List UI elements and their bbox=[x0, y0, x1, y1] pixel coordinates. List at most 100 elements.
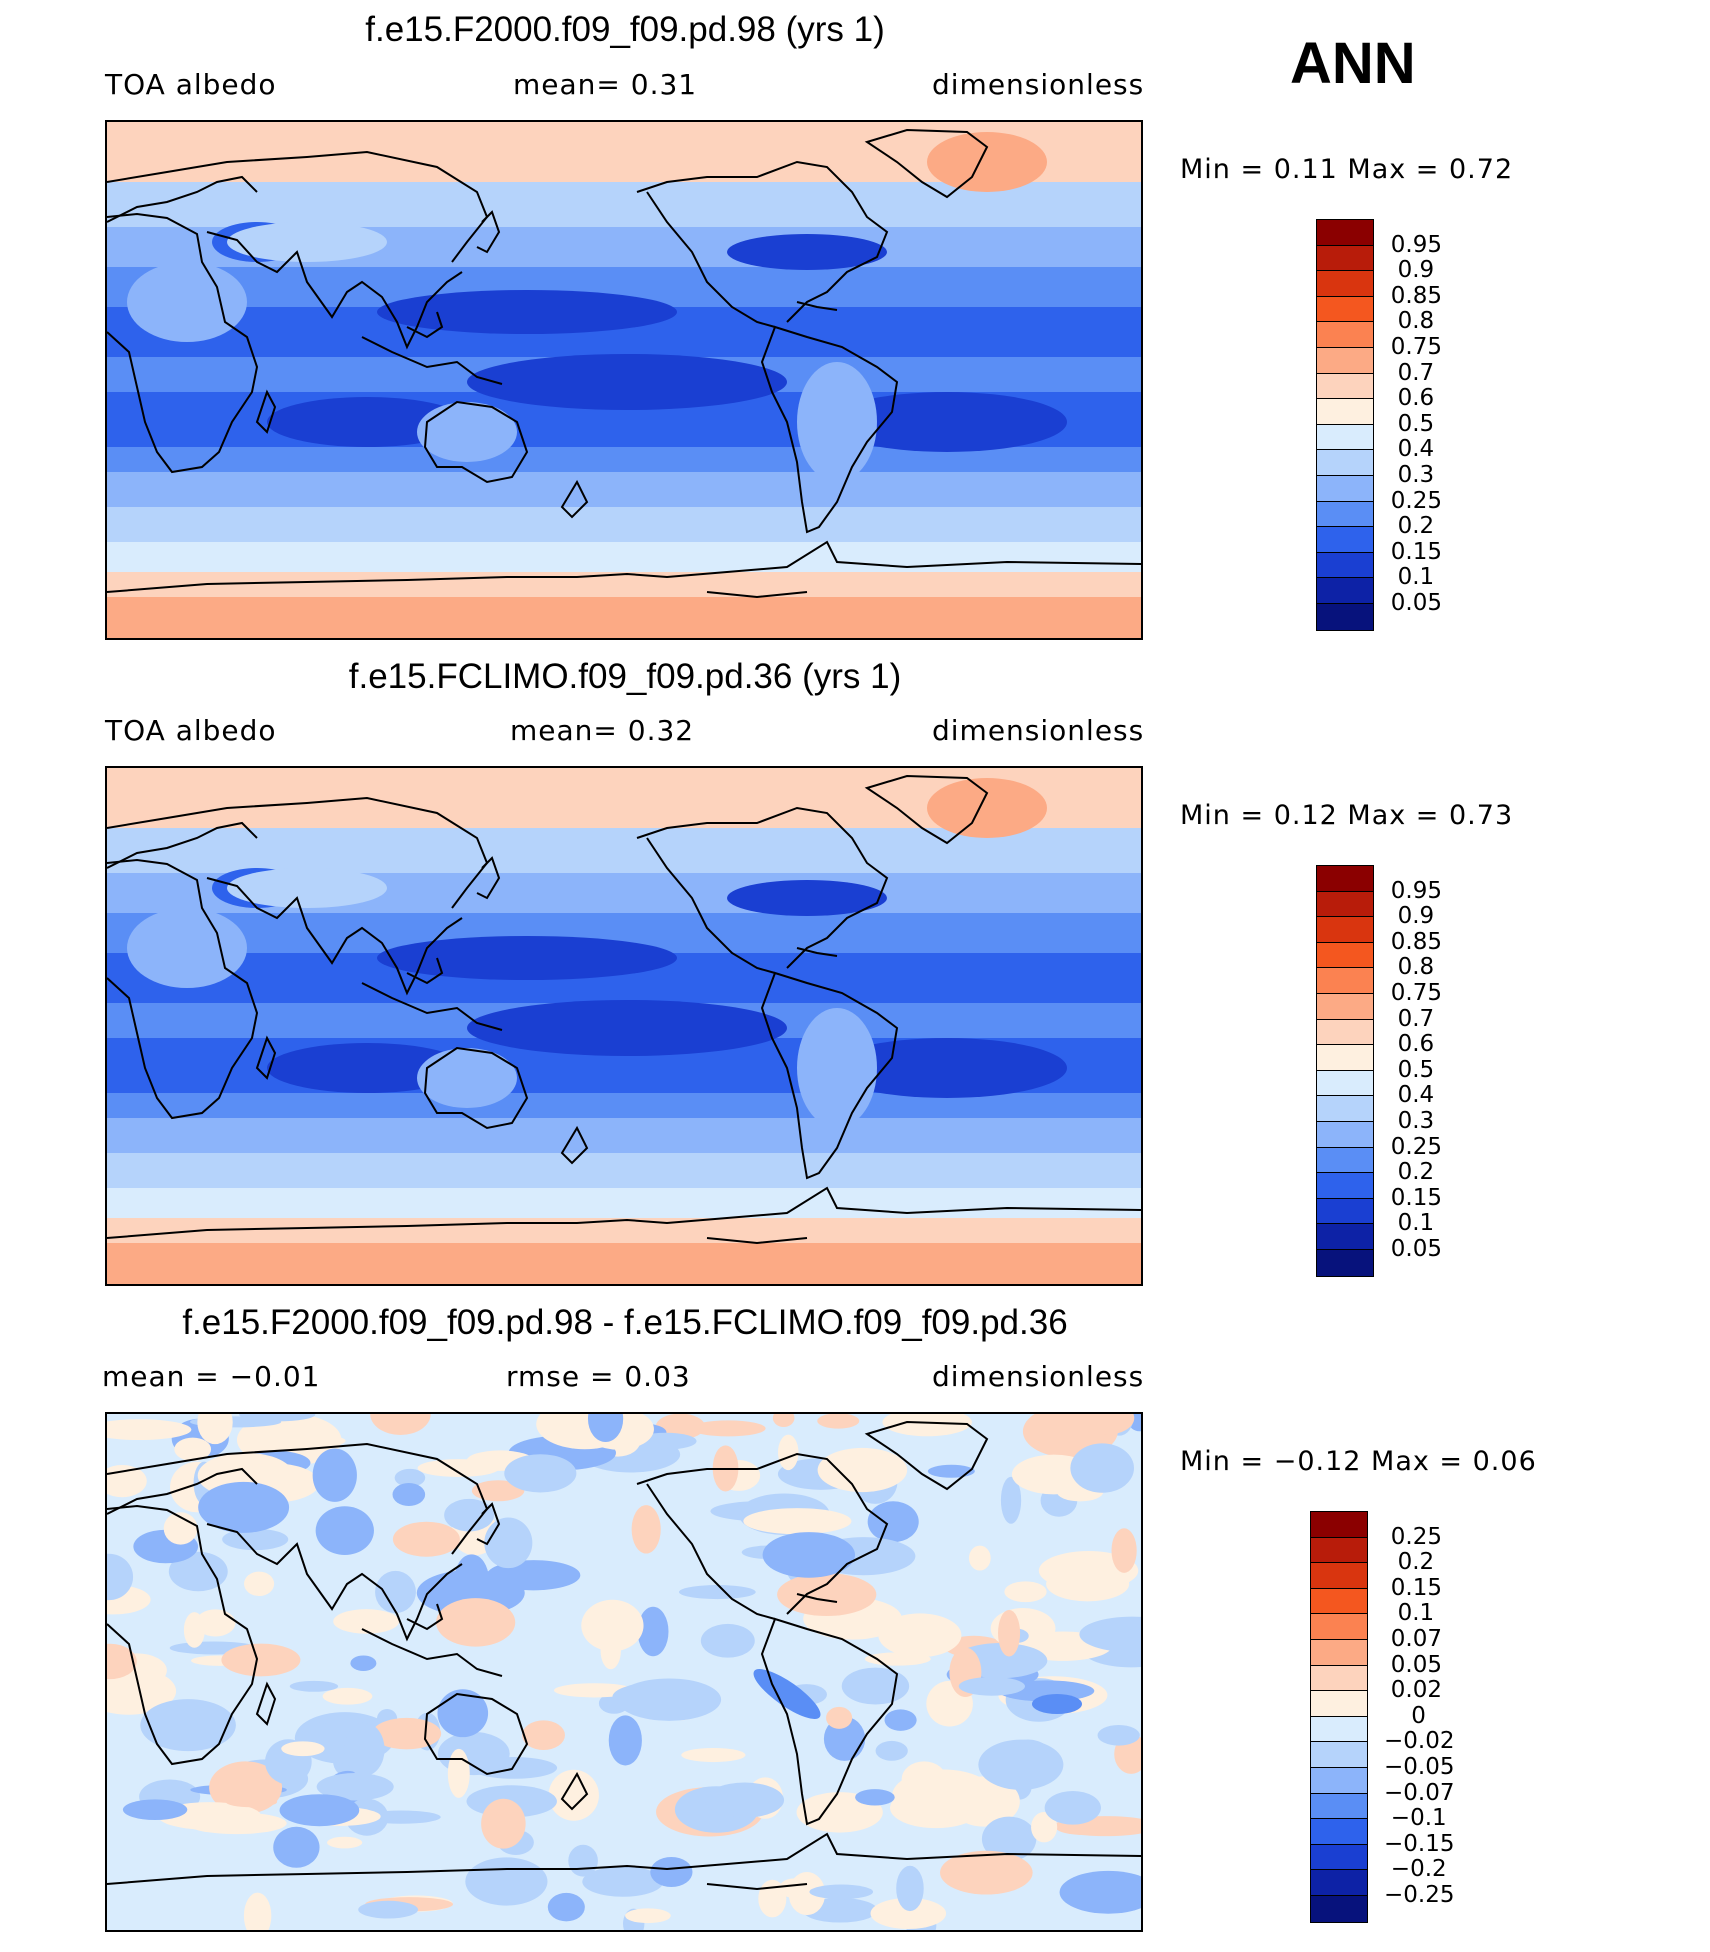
diff-patch bbox=[481, 1798, 526, 1849]
diff-patch bbox=[587, 1414, 624, 1443]
season-label: ANN bbox=[1290, 31, 1416, 96]
colorbar-label: 0.25 bbox=[1390, 1133, 1443, 1160]
diff-patch bbox=[892, 1769, 995, 1822]
diff-patch bbox=[312, 1448, 357, 1502]
coastline bbox=[864, 774, 989, 845]
albedo-region bbox=[127, 908, 247, 988]
colorbar-label: 0.6 bbox=[1397, 1031, 1435, 1058]
diff-patch bbox=[107, 1643, 137, 1680]
diff-patch bbox=[855, 1789, 895, 1806]
colorbar-label: 0.75 bbox=[1390, 334, 1443, 360]
albedo-region bbox=[467, 354, 787, 410]
colorbar-label: 0.7 bbox=[1397, 1005, 1435, 1032]
coastlines bbox=[107, 1420, 1141, 1891]
albedo-region bbox=[377, 936, 677, 980]
diff-patch bbox=[243, 1892, 272, 1930]
coastline bbox=[255, 1035, 277, 1080]
coastline bbox=[796, 301, 838, 311]
albedo-region bbox=[417, 1048, 517, 1108]
coastline bbox=[361, 336, 503, 385]
diff-patch bbox=[1059, 1870, 1141, 1914]
colorbar-swatch bbox=[1317, 1224, 1373, 1250]
diff-patch bbox=[631, 1505, 661, 1554]
coastline bbox=[107, 858, 259, 1120]
albedo-band bbox=[107, 1118, 1141, 1153]
colorbar-swatch bbox=[1317, 527, 1373, 553]
colorbar-label: 0.3 bbox=[1397, 1108, 1435, 1134]
albedo-region bbox=[927, 778, 1047, 838]
colorbar-label: 0 bbox=[1411, 1702, 1426, 1729]
diff-patch bbox=[437, 1689, 489, 1738]
colorbar-swatch bbox=[1311, 1870, 1367, 1896]
diff-patch bbox=[998, 1609, 1021, 1657]
diff-patch bbox=[1032, 1694, 1082, 1714]
coastline bbox=[255, 1681, 277, 1726]
colorbar-swatch bbox=[1317, 578, 1373, 604]
colorbar-swatch bbox=[1317, 1070, 1373, 1097]
albedo-region bbox=[267, 397, 467, 447]
diff-patch bbox=[344, 1722, 385, 1777]
coastline bbox=[706, 1237, 808, 1245]
coastline bbox=[646, 191, 776, 328]
coastline bbox=[107, 1467, 258, 1515]
coastline bbox=[476, 856, 501, 900]
diff-patch bbox=[548, 1769, 599, 1821]
albedo-region bbox=[927, 132, 1047, 192]
coastline bbox=[206, 877, 463, 996]
coastline bbox=[423, 1046, 529, 1130]
coastline bbox=[107, 821, 258, 869]
colorbar-swatch bbox=[1317, 450, 1373, 476]
panel-3-title: f.e15.F2000.f09_f09.pd.98 - f.e15.FCLIMO… bbox=[182, 1303, 1068, 1342]
albedo-region bbox=[727, 234, 887, 270]
diff-patch bbox=[122, 1799, 188, 1820]
diff-patch bbox=[289, 1680, 339, 1692]
colorbar-label: −0.02 bbox=[1384, 1728, 1455, 1755]
diff-patch bbox=[163, 1512, 198, 1545]
diff-patch bbox=[625, 1908, 671, 1924]
colorbar-label: −0.2 bbox=[1390, 1856, 1447, 1883]
coastline bbox=[636, 160, 889, 323]
albedo-band bbox=[107, 572, 1141, 597]
colorbar-label: 0.75 bbox=[1390, 980, 1443, 1006]
colorbar-swatch bbox=[1317, 866, 1373, 892]
coastline bbox=[760, 971, 899, 1180]
diff-patch bbox=[637, 1606, 669, 1657]
diff-patch bbox=[221, 1643, 301, 1677]
diff-patch bbox=[864, 1652, 931, 1666]
diff-patch bbox=[333, 1609, 400, 1634]
colorbar-label: 0.3 bbox=[1397, 462, 1435, 488]
diff-patch bbox=[617, 1678, 722, 1721]
colorbar-swatch bbox=[1317, 399, 1373, 425]
coastline bbox=[406, 1603, 444, 1631]
diff-patch bbox=[484, 1517, 533, 1569]
diff-patch bbox=[465, 1857, 548, 1906]
coastline bbox=[706, 591, 808, 599]
diff-patch bbox=[504, 1454, 577, 1493]
diff-patch bbox=[444, 1498, 495, 1532]
colorbar-swatch bbox=[1317, 552, 1373, 579]
colorbar-swatch bbox=[1317, 1096, 1373, 1122]
albedo-band bbox=[107, 1218, 1141, 1243]
colorbar-swatch bbox=[1317, 1147, 1373, 1174]
colorbar-swatch bbox=[1311, 1742, 1367, 1768]
coastline bbox=[864, 1420, 989, 1491]
diff-patch bbox=[1076, 1414, 1135, 1435]
diff-patch bbox=[882, 1414, 972, 1437]
colorbar-label: 0.2 bbox=[1397, 1549, 1435, 1576]
diff-patch bbox=[322, 1687, 373, 1705]
diff-patch bbox=[471, 1480, 525, 1502]
colorbar-swatch bbox=[1317, 347, 1373, 374]
diff-patch bbox=[968, 1545, 991, 1571]
diff-patch bbox=[1046, 1566, 1130, 1602]
diff-patch bbox=[958, 1676, 1025, 1696]
diff-patch bbox=[447, 1748, 470, 1798]
diff-patch bbox=[777, 1573, 877, 1617]
diff-patch bbox=[225, 1796, 278, 1808]
diff-patch bbox=[1079, 1616, 1141, 1653]
colorbar-label: 0.85 bbox=[1390, 928, 1443, 955]
colorbar-swatch bbox=[1311, 1537, 1367, 1564]
coastline bbox=[107, 1442, 489, 1555]
colorbar-label: 0.1 bbox=[1397, 564, 1435, 591]
coastline bbox=[107, 1504, 259, 1766]
diff-patch bbox=[581, 1599, 644, 1652]
